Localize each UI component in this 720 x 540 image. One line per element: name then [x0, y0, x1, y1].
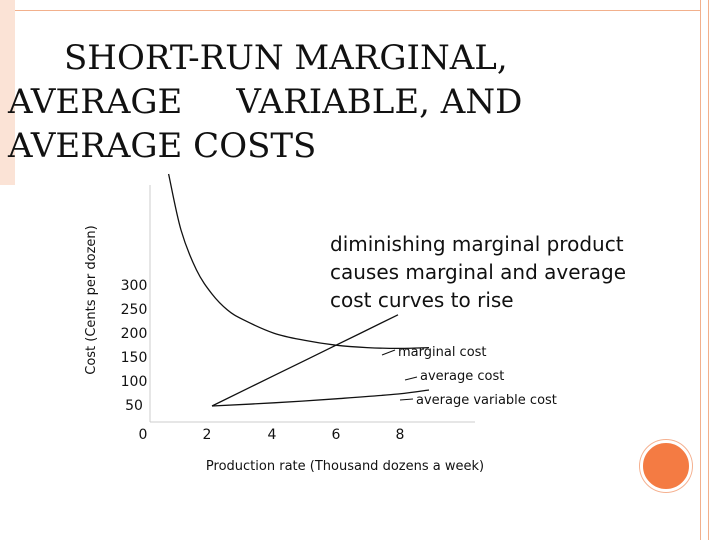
y-axis-label: Cost (Cents per dozen) — [84, 225, 99, 375]
frame-inner-line — [708, 0, 709, 540]
y-tick-labels: 300 250 200 150 100 50 — [121, 278, 148, 414]
left-accent-panel — [0, 0, 15, 185]
slide-title: SHORT-RUN MARGINAL, AVERAGE VARIABLE, AN… — [8, 36, 648, 168]
y-tick-label: 50 — [125, 398, 143, 414]
average-cost-label-leader — [404, 376, 418, 381]
marginal-cost-label: marginal cost — [398, 345, 487, 360]
marginal-cost-label-leader — [381, 349, 396, 356]
frame-top-line — [0, 10, 700, 11]
annotation-note: diminishing marginal product causes marg… — [330, 232, 626, 312]
frame-side-line — [700, 0, 701, 540]
title-line-1: SHORT-RUN MARGINAL, — [64, 38, 508, 78]
y-tick-label: 200 — [121, 326, 148, 342]
marginal-cost-line — [211, 314, 399, 407]
y-tick-label: 250 — [121, 302, 148, 318]
title-line-3: AVERAGE COSTS — [8, 126, 317, 166]
orange-circle-decoration — [640, 440, 692, 492]
x-tick-label: 0 — [139, 427, 148, 443]
average-cost-label: average cost — [420, 369, 504, 384]
y-tick-label: 300 — [121, 278, 148, 294]
x-axis-label: Production rate (Thousand dozens a week) — [206, 459, 484, 474]
series-lines — [167, 173, 430, 407]
x-tick-label: 2 — [203, 427, 212, 443]
average-variable-cost-curve — [211, 389, 430, 407]
average-variable-cost-label-leader — [399, 398, 414, 401]
title-line-2: AVERAGE VARIABLE, AND — [8, 82, 523, 122]
average-variable-cost-label: average variable cost — [416, 393, 557, 408]
y-tick-label: 100 — [121, 374, 148, 390]
series-labels: marginal cost average cost average variabl… — [381, 345, 557, 408]
x-tick-label: 4 — [268, 427, 277, 443]
x-tick-labels: 0 2 4 6 8 — [139, 427, 405, 443]
average-cost-curve — [167, 173, 430, 350]
x-tick-label: 8 — [396, 427, 405, 443]
y-tick-label: 150 — [121, 350, 148, 366]
x-tick-label: 6 — [332, 427, 341, 443]
